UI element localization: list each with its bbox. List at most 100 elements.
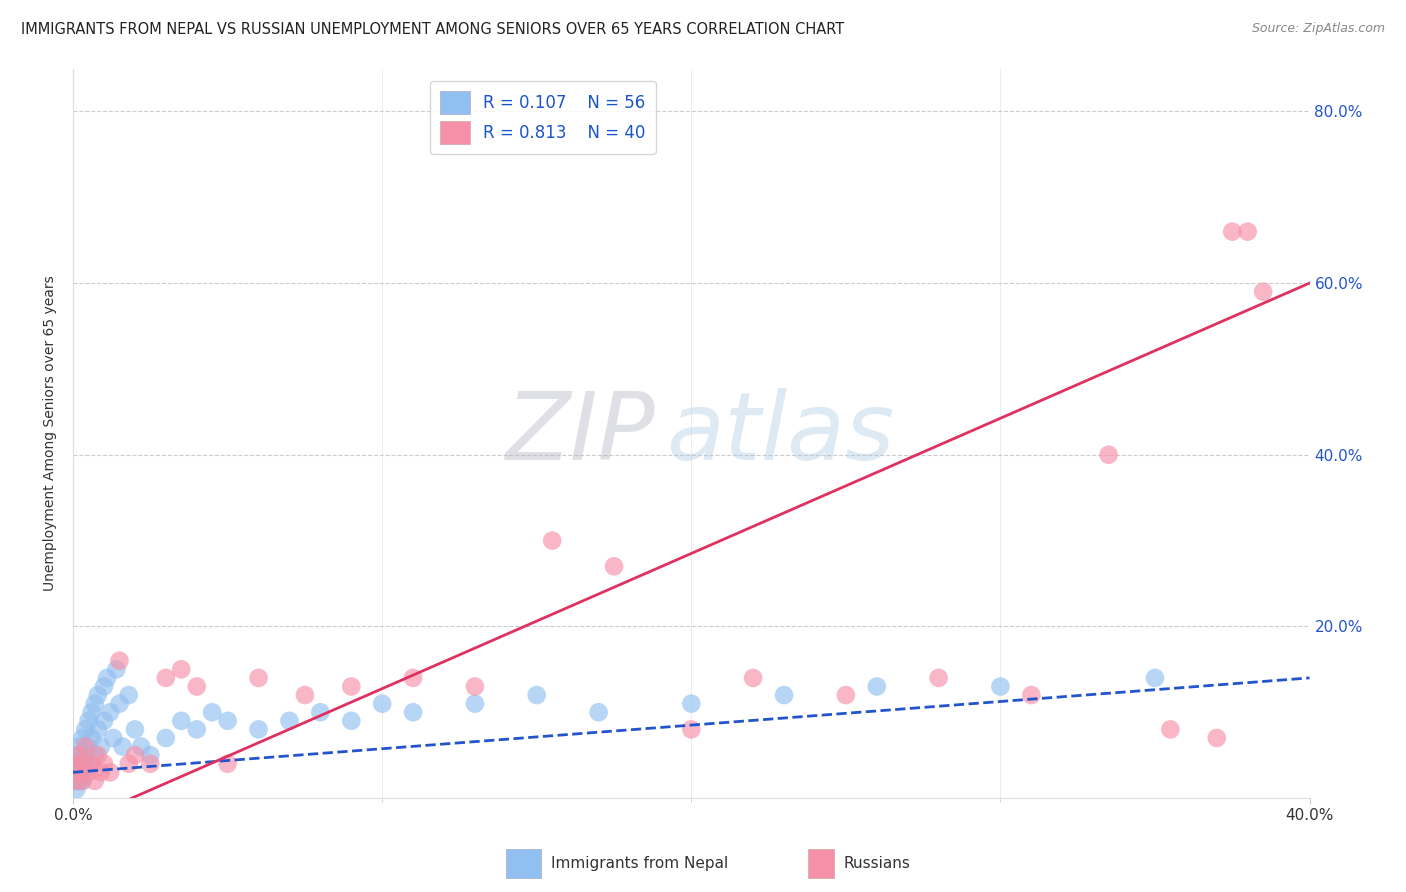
Point [170, 714, 193, 728]
Point [217, 714, 239, 728]
Point [1021, 688, 1043, 702]
Point [201, 705, 224, 719]
Point [294, 688, 316, 702]
Point [90, 765, 112, 780]
Point [75, 765, 97, 780]
Point [72, 773, 94, 788]
Point [105, 662, 128, 676]
Point [464, 697, 486, 711]
Point [278, 714, 301, 728]
Point [1205, 731, 1227, 745]
Point [98, 765, 121, 780]
Point [67, 748, 90, 763]
Point [588, 705, 610, 719]
Point [93, 714, 115, 728]
Point [77, 739, 100, 754]
Point [87, 723, 110, 737]
Text: Source: ZipAtlas.com: Source: ZipAtlas.com [1251, 22, 1385, 36]
Point [77, 765, 100, 780]
Point [72, 773, 94, 788]
Point [67, 765, 90, 780]
Point [72, 731, 94, 745]
Legend: R = 0.107    N = 56, R = 0.813    N = 40: R = 0.107 N = 56, R = 0.813 N = 40 [430, 80, 655, 154]
Text: IMMIGRANTS FROM NEPAL VS RUSSIAN UNEMPLOYMENT AMONG SENIORS OVER 65 YEARS CORREL: IMMIGRANTS FROM NEPAL VS RUSSIAN UNEMPLO… [21, 22, 845, 37]
Text: Immigrants from Nepal: Immigrants from Nepal [551, 855, 728, 871]
Point [87, 688, 110, 702]
Point [1220, 225, 1243, 239]
Point [65, 782, 87, 797]
Point [541, 533, 564, 548]
Point [681, 723, 703, 737]
Point [835, 688, 858, 702]
Point [75, 748, 97, 763]
Point [866, 680, 889, 694]
Point [65, 765, 87, 780]
Point [67, 739, 90, 754]
Point [681, 697, 703, 711]
Point [170, 662, 193, 676]
Point [186, 680, 208, 694]
Point [247, 723, 270, 737]
Bar [808, 848, 834, 878]
Point [108, 654, 131, 668]
Point [217, 756, 239, 771]
Text: Russians: Russians [844, 855, 911, 871]
Point [742, 671, 765, 685]
Point [526, 688, 548, 702]
Point [72, 756, 94, 771]
Point [65, 756, 87, 771]
Point [98, 705, 121, 719]
Point [108, 697, 131, 711]
Point [75, 723, 97, 737]
Point [83, 697, 105, 711]
Bar [506, 848, 541, 878]
Point [139, 756, 162, 771]
Text: ZIP: ZIP [505, 388, 654, 479]
Point [83, 748, 105, 763]
Y-axis label: Unemployment Among Seniors over 65 years: Unemployment Among Seniors over 65 years [44, 276, 58, 591]
Point [118, 756, 141, 771]
Point [96, 671, 118, 685]
Point [87, 748, 110, 763]
Point [93, 680, 115, 694]
Point [340, 680, 363, 694]
Text: atlas: atlas [666, 388, 894, 479]
Point [67, 773, 90, 788]
Point [340, 714, 363, 728]
Point [90, 739, 112, 754]
Point [80, 756, 103, 771]
Point [1159, 723, 1181, 737]
Point [65, 756, 87, 771]
Point [155, 731, 177, 745]
Point [103, 731, 125, 745]
Point [155, 671, 177, 685]
Point [65, 748, 87, 763]
Point [464, 680, 486, 694]
Point [124, 748, 146, 763]
Point [1097, 448, 1119, 462]
Point [124, 723, 146, 737]
Point [65, 773, 87, 788]
Point [1251, 285, 1274, 299]
Point [80, 705, 103, 719]
Point [1143, 671, 1166, 685]
Point [247, 671, 270, 685]
Point [83, 773, 105, 788]
Point [1236, 225, 1258, 239]
Point [371, 697, 394, 711]
Point [186, 723, 208, 737]
Point [773, 688, 796, 702]
Point [65, 773, 87, 788]
Point [402, 671, 425, 685]
Point [309, 705, 332, 719]
Point [402, 705, 425, 719]
Point [80, 731, 103, 745]
Point [67, 748, 90, 763]
Point [928, 671, 950, 685]
Point [139, 748, 162, 763]
Point [75, 739, 97, 754]
Point [93, 756, 115, 771]
Point [67, 765, 90, 780]
Point [990, 680, 1012, 694]
Point [129, 739, 152, 754]
